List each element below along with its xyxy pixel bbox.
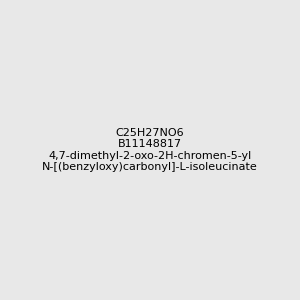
Text: C25H27NO6
B11148817
4,7-dimethyl-2-oxo-2H-chromen-5-yl
N-[(benzyloxy)carbonyl]-L: C25H27NO6 B11148817 4,7-dimethyl-2-oxo-2… xyxy=(42,128,258,172)
